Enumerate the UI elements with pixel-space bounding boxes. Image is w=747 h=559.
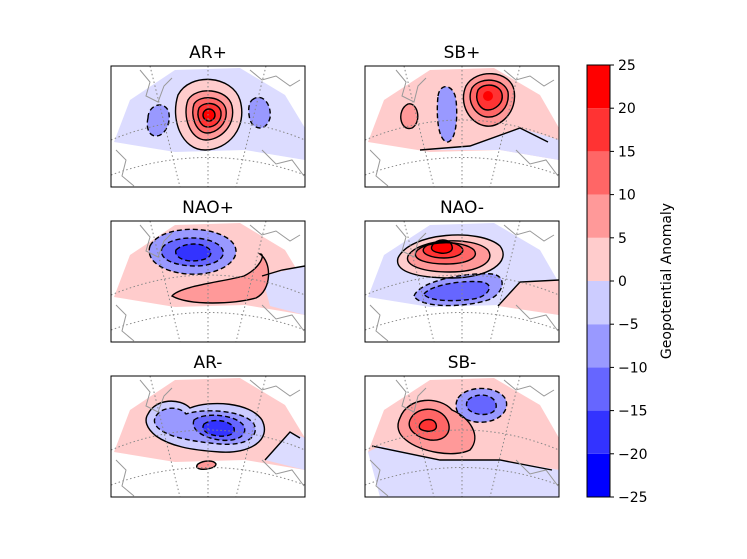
colorbar-tick-label: 10 [618, 188, 636, 204]
panel-title-nao-plus: NAO+ [182, 198, 234, 218]
panel-sb-minus: SB- [364, 353, 560, 498]
negative-region [437, 86, 457, 142]
colorbar-band [587, 453, 610, 497]
colorbar-tick-label: −25 [618, 490, 648, 506]
colorbar-label: Geopotential Anomaly [659, 203, 675, 359]
panel-ar-plus: AR+ [110, 43, 306, 188]
colorbar-band [587, 324, 610, 368]
colorbar-band [587, 65, 610, 109]
panel-title-sb-minus: SB- [448, 353, 477, 373]
panel-title-nao-minus: NAO- [440, 198, 484, 218]
colorbar-band [587, 367, 610, 411]
panel-sb-plus: SB+ [364, 43, 560, 188]
colorbar-tick-label: 25 [618, 58, 636, 74]
colorbar-tick-label: 20 [618, 101, 636, 117]
colorbar-ticks [610, 64, 614, 498]
colorbar-band [587, 151, 610, 195]
panel-nao-minus: NAO- [364, 198, 560, 343]
colorbar-tick-label: 15 [618, 144, 636, 160]
colorbar-band [587, 108, 610, 152]
colorbar-band [587, 194, 610, 238]
positive-region [172, 254, 269, 303]
panel-nao-plus: NAO+ [110, 198, 306, 343]
colorbar-bands [587, 65, 610, 497]
colorbar: −25 −20 −15 −10 −5 0 5 10 15 20 25 Geopotential An… [586, 58, 675, 506]
colorbar-band [587, 410, 610, 454]
negative-region [147, 104, 170, 136]
colorbar-tick-label: 5 [618, 231, 627, 247]
colorbar-tick-label: −20 [618, 447, 648, 463]
colorbar-tick-label: −10 [618, 360, 648, 376]
panel-title-ar-minus: AR- [194, 353, 223, 373]
colorbar-band [587, 281, 610, 325]
colorbar-tick-label: −5 [618, 317, 639, 333]
colorbar-tick-labels: −25 −20 −15 −10 −5 0 5 10 15 20 25 [618, 58, 648, 506]
colorbar-tick-label: 0 [618, 274, 627, 290]
panel-ar-minus: AR- [110, 353, 306, 498]
colorbar-band [587, 237, 610, 281]
panel-title-sb-plus: SB+ [444, 43, 481, 63]
panel-title-ar-plus: AR+ [189, 43, 227, 63]
colorbar-tick-label: −15 [618, 404, 648, 420]
